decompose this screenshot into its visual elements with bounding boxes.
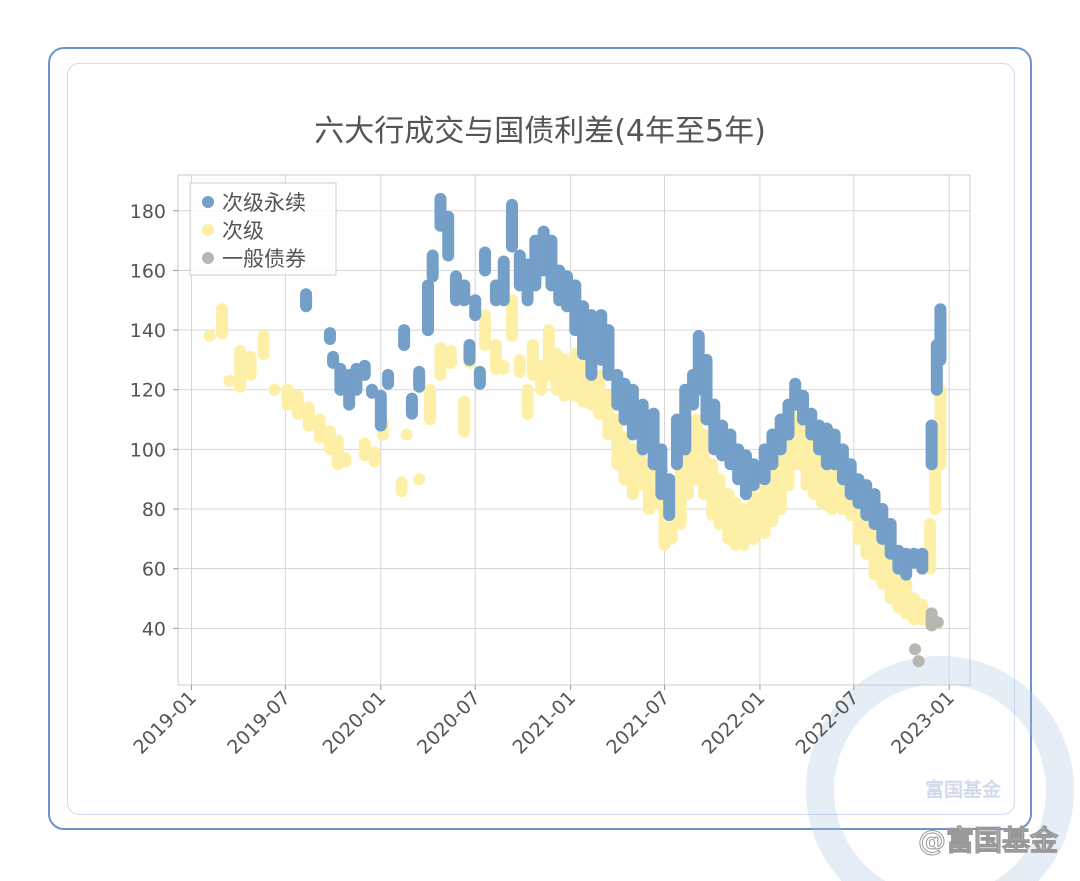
data-point [368,446,381,468]
y-tick-label: 100 [130,439,166,461]
legend-label: 次级永续 [222,191,306,215]
data-point [473,365,486,390]
watermark-logo-icon [806,656,1074,881]
data-point [421,279,434,337]
data-point [374,389,387,432]
x-tick-label: 2021-01 [508,687,580,759]
data-point [398,324,411,351]
data-point [257,330,270,360]
data-point [413,365,426,393]
data-point [281,383,294,411]
data-point [912,655,925,668]
data-point [931,616,944,629]
data-point [382,368,395,390]
data-point [463,339,476,366]
legend-label: 次级 [222,219,264,243]
chart-title: 六大行成交与国债利差(4年至5年) [314,114,766,149]
y-tick-label: 40 [142,618,166,640]
data-point [442,210,455,262]
data-point [216,303,229,340]
watermark-logo-text: 富国基金 [925,779,1002,801]
data-point [339,452,352,468]
data-point [925,419,938,471]
y-tick-label: 60 [142,559,166,581]
data-point [323,327,336,346]
outer-frame [48,47,1032,830]
data-point [444,344,457,369]
data-point [469,294,482,322]
x-tick-label: 2022-01 [698,687,770,759]
data-point [506,294,519,343]
x-tick-label: 2023-01 [887,687,959,759]
data-point [405,392,418,420]
x-tick-label: 2019-01 [129,687,201,759]
data-point [506,198,519,253]
data-point [602,324,615,381]
data-point [223,374,236,387]
x-tick-label: 2019-07 [223,687,295,759]
data-point [737,503,750,551]
legend-marker-icon [202,224,214,236]
legend-marker-icon [202,252,214,264]
data-point [497,255,510,307]
data-point [327,350,340,369]
data-point [513,353,526,378]
data-point [291,389,304,420]
data-point [585,309,598,381]
data-point [916,547,929,575]
data-point [300,288,313,313]
data-point [302,401,315,432]
data-point [203,330,216,343]
y-tick-label: 160 [130,260,166,282]
x-tick-label: 2021-07 [602,687,674,759]
data-point [458,395,471,438]
legend-label: 一般债券 [222,247,306,271]
data-point [747,458,760,492]
y-tick-label: 80 [142,499,166,521]
data-point [358,359,371,381]
data-point [426,249,439,283]
data-point [826,458,839,516]
data-point [358,437,371,462]
inner-frame [67,63,1015,815]
data-point [424,383,437,426]
data-point [244,350,257,381]
data-point [395,476,408,498]
y-tick-label: 180 [130,201,166,223]
watermark-text: @富国基金 [917,824,1058,858]
data-point [313,413,326,444]
y-tick-label: 140 [130,320,166,342]
data-point [558,353,571,402]
data-point [593,368,606,420]
data-point [663,473,676,521]
data-point [479,309,492,351]
data-point [636,398,649,456]
plot-frame [177,174,971,686]
data-point [934,303,947,366]
data-point [268,383,281,396]
data-point [909,643,922,656]
legend-marker-icon [202,196,214,208]
data-point [434,341,447,381]
x-tick-label: 2020-01 [319,687,391,759]
data-point [497,359,510,375]
data-point [234,344,247,393]
data-point [747,491,760,545]
legend-box [189,182,337,276]
data-point [458,279,471,307]
data-point [400,428,413,441]
y-tick-label: 120 [130,380,166,402]
x-tick-label: 2020-07 [413,687,485,759]
data-point [413,473,426,486]
data-point [521,383,534,420]
data-point [916,598,929,626]
data-point [479,246,492,277]
data-point [626,383,639,441]
